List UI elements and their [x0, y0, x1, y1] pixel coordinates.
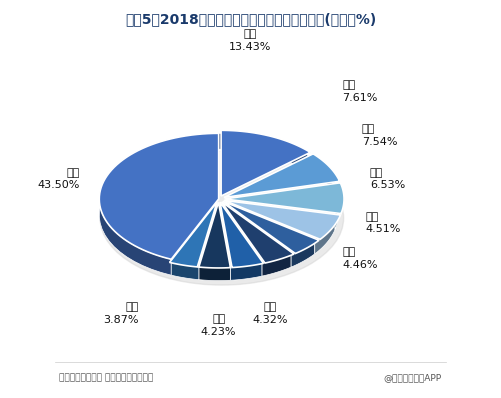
Text: 江苏
7.61%: 江苏 7.61%: [342, 80, 377, 103]
Text: 福建
3.87%: 福建 3.87%: [104, 302, 139, 325]
Polygon shape: [171, 259, 199, 280]
Text: 湖北
4.23%: 湖北 4.23%: [201, 314, 236, 337]
Text: 河南
4.51%: 河南 4.51%: [366, 212, 401, 234]
Polygon shape: [221, 202, 294, 263]
Polygon shape: [224, 183, 344, 214]
Text: @前瞻经济学人APP: @前瞻经济学人APP: [383, 374, 441, 382]
Ellipse shape: [100, 151, 344, 285]
Polygon shape: [224, 154, 340, 197]
Polygon shape: [99, 133, 218, 259]
Polygon shape: [199, 264, 230, 281]
Polygon shape: [220, 202, 264, 267]
Polygon shape: [218, 133, 308, 171]
Text: 山东
7.54%: 山东 7.54%: [362, 124, 397, 146]
Polygon shape: [315, 214, 335, 254]
Polygon shape: [230, 260, 262, 280]
Text: 四川
4.46%: 四川 4.46%: [342, 248, 378, 270]
Polygon shape: [334, 183, 338, 230]
Polygon shape: [221, 130, 310, 196]
Polygon shape: [224, 200, 341, 239]
Text: 资料来源：住建部 前瞻产业研究院整理: 资料来源：住建部 前瞻产业研究院整理: [60, 374, 154, 382]
Polygon shape: [199, 202, 230, 268]
Polygon shape: [262, 251, 291, 276]
Polygon shape: [291, 238, 315, 267]
Text: 浙江
6.53%: 浙江 6.53%: [370, 168, 405, 190]
Text: 北京
4.32%: 北京 4.32%: [253, 302, 288, 325]
Polygon shape: [169, 202, 217, 267]
Polygon shape: [308, 155, 334, 199]
Text: 其他
43.50%: 其他 43.50%: [37, 168, 79, 190]
Polygon shape: [99, 133, 218, 275]
Text: 图表5：2018年中国垃圾无害化处理量区域结构(单位：%): 图表5：2018年中国垃圾无害化处理量区域结构(单位：%): [125, 12, 376, 26]
Polygon shape: [223, 201, 319, 254]
Text: 广东
13.43%: 广东 13.43%: [229, 29, 272, 52]
